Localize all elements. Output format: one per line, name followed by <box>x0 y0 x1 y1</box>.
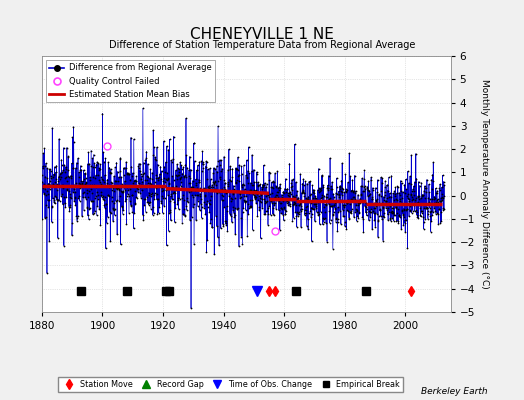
Legend: Difference from Regional Average, Quality Control Failed, Estimated Station Mean: Difference from Regional Average, Qualit… <box>46 60 215 102</box>
Legend: Station Move, Record Gap, Time of Obs. Change, Empirical Break: Station Move, Record Gap, Time of Obs. C… <box>58 376 403 392</box>
Text: Difference of Station Temperature Data from Regional Average: Difference of Station Temperature Data f… <box>109 40 415 50</box>
Text: Berkeley Earth: Berkeley Earth <box>421 387 487 396</box>
Y-axis label: Monthly Temperature Anomaly Difference (°C): Monthly Temperature Anomaly Difference (… <box>480 79 489 289</box>
Text: CHENEYVILLE 1 NE: CHENEYVILLE 1 NE <box>190 27 334 42</box>
